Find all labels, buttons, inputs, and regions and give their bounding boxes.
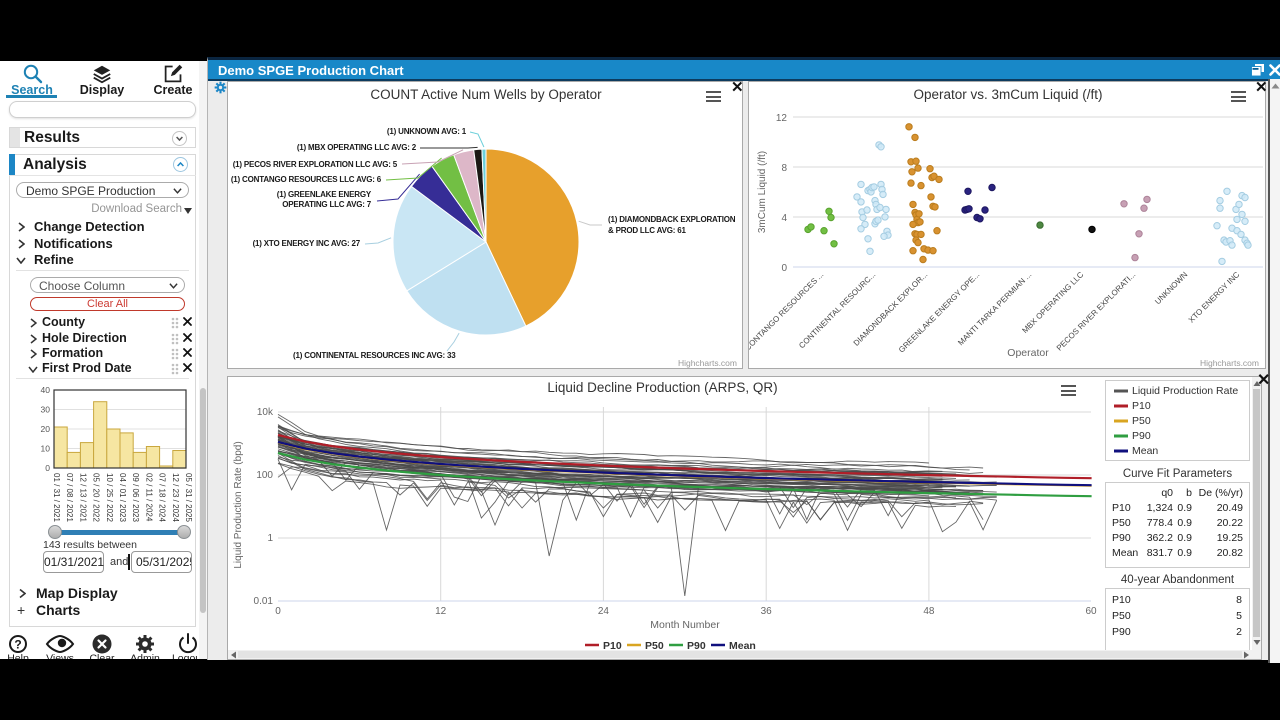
svg-text:UNKNOWN: UNKNOWN xyxy=(1153,270,1189,306)
svg-text:8: 8 xyxy=(781,163,787,174)
svg-text:04 / 01 / 2023: 04 / 01 / 2023 xyxy=(118,473,127,522)
svg-text:12: 12 xyxy=(776,113,788,124)
svg-text:Views: Views xyxy=(46,653,74,660)
svg-text:12 / 23 / 2024: 12 / 23 / 2024 xyxy=(171,473,180,522)
svg-text:Operator: Operator xyxy=(1007,347,1049,359)
svg-text:36: 36 xyxy=(761,606,773,617)
svg-text:12 / 13 / 2021: 12 / 13 / 2021 xyxy=(78,473,87,522)
svg-text:01 / 31 / 2021: 01 / 31 / 2021 xyxy=(52,473,61,522)
svg-text:05 / 31 / 2025: 05 / 31 / 2025 xyxy=(184,473,193,522)
svg-text:05 / 20 / 2022: 05 / 20 / 2022 xyxy=(92,473,101,522)
svg-text:10: 10 xyxy=(41,444,51,454)
svg-text:20: 20 xyxy=(41,424,51,434)
svg-text:07 / 08 / 2021: 07 / 08 / 2021 xyxy=(65,473,74,522)
svg-text:60: 60 xyxy=(1085,606,1097,617)
svg-text:10k: 10k xyxy=(257,407,274,418)
svg-text:P50: P50 xyxy=(645,640,664,652)
svg-text:P90: P90 xyxy=(687,640,706,652)
svg-text:100: 100 xyxy=(256,470,273,481)
svg-text:07 / 18 / 2024: 07 / 18 / 2024 xyxy=(158,473,167,522)
svg-text:0: 0 xyxy=(45,463,50,473)
svg-text:Admin: Admin xyxy=(130,653,160,660)
svg-text:Help: Help xyxy=(7,653,29,660)
svg-text:48: 48 xyxy=(923,606,935,617)
svg-text:02 / 11 / 2024: 02 / 11 / 2024 xyxy=(144,473,153,522)
svg-text:Logout: Logout xyxy=(172,653,201,660)
svg-text:Clear: Clear xyxy=(89,653,115,660)
svg-text:3mCum Liquid (/ft): 3mCum Liquid (/ft) xyxy=(757,151,768,233)
svg-text:0: 0 xyxy=(781,263,787,274)
svg-text:1: 1 xyxy=(267,533,273,544)
svg-text:Liquid Production Rate (bpd): Liquid Production Rate (bpd) xyxy=(233,441,244,568)
svg-text:30: 30 xyxy=(41,405,51,415)
svg-text:XTO ENERGY INC: XTO ENERGY INC xyxy=(1187,270,1242,325)
svg-text:40: 40 xyxy=(41,385,51,395)
svg-text:24: 24 xyxy=(598,606,610,617)
svg-text:09 / 06 / 2023: 09 / 06 / 2023 xyxy=(131,473,140,522)
svg-text:?: ? xyxy=(14,638,21,652)
svg-text:4: 4 xyxy=(781,213,787,224)
svg-text:Mean: Mean xyxy=(729,640,756,652)
svg-text:0.01: 0.01 xyxy=(254,596,274,607)
svg-text:CONTANGO RESOURCES ...: CONTANGO RESOURCES ... xyxy=(749,270,825,352)
svg-text:0: 0 xyxy=(275,606,281,617)
svg-text:P10: P10 xyxy=(603,640,622,652)
svg-text:Month Number: Month Number xyxy=(650,619,720,631)
svg-text:12: 12 xyxy=(435,606,447,617)
svg-text:10 / 25 / 2022: 10 / 25 / 2022 xyxy=(105,473,114,522)
